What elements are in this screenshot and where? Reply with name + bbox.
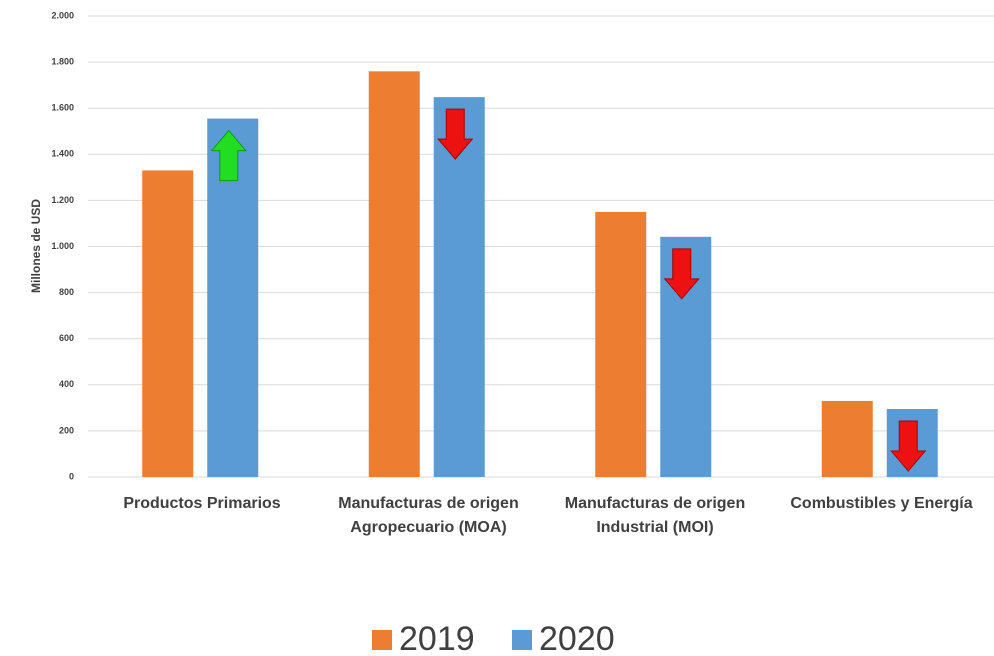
x-tick-label: Manufacturas de origen Agropecuario (MOA…	[338, 495, 519, 536]
y-tick-label: 800	[59, 287, 74, 297]
y-tick-label: 1.000	[51, 241, 74, 251]
y-axis-label: Millones de USD	[29, 199, 43, 293]
arrow-down	[437, 108, 474, 160]
y-tick-label: 400	[59, 379, 74, 389]
legend-swatch	[512, 630, 532, 650]
y-tick-label: 1.800	[51, 56, 74, 66]
x-tick-label: Manufacturas de origen Industrial (MOI)	[564, 495, 746, 536]
arrow-up	[210, 129, 247, 182]
legend-label: 2020	[539, 620, 615, 656]
y-tick-label: 1.200	[51, 195, 74, 205]
bar	[821, 400, 873, 477]
bar	[142, 170, 194, 477]
legend-label: 2019	[399, 620, 475, 656]
arrow-down	[663, 248, 700, 300]
x-tick-label: Productos Primarios	[123, 495, 281, 512]
x-tick-label: Combustibles y Energía	[790, 495, 973, 512]
bar	[433, 97, 485, 478]
legend-swatch	[372, 630, 392, 650]
y-tick-label: 600	[59, 333, 74, 343]
y-tick-label: 200	[59, 425, 74, 435]
arrow-down	[890, 420, 927, 472]
y-tick-label: 1.400	[51, 149, 74, 159]
y-tick-label: 2.000	[51, 10, 74, 20]
y-tick-label: 1.600	[51, 103, 74, 113]
bar	[595, 211, 647, 478]
bar	[368, 71, 420, 477]
y-tick-label: 0	[69, 471, 74, 481]
